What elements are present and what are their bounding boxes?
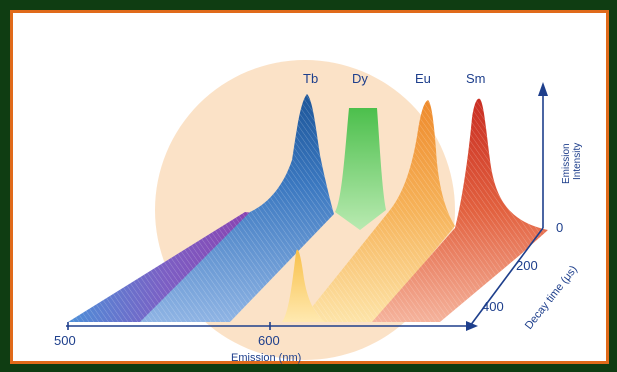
x-tick-label-600: 600: [258, 333, 280, 348]
purple-sheet-ridges: [68, 212, 262, 322]
dy-peak: [335, 108, 386, 230]
eu-front-spike: [282, 249, 325, 322]
y-tick-label-200: 200: [516, 258, 538, 273]
tb-peak-ridges: [140, 94, 334, 322]
x-axis-arrow: [466, 321, 478, 331]
y-axis-label: Decay time (μs): [523, 264, 580, 332]
axes: [66, 82, 548, 331]
element-label-dy: Dy: [352, 71, 368, 86]
y-tick-label-0: 0: [556, 220, 563, 235]
y-tick-label-400: 400: [482, 299, 504, 314]
element-label-sm: Sm: [466, 71, 486, 86]
x-tick-label-500: 500: [54, 333, 76, 348]
y-axis-line: [469, 227, 544, 327]
element-label-tb: Tb: [303, 71, 318, 86]
sm-peak-ridges: [372, 98, 548, 322]
x-axis-label: Emission (nm): [231, 352, 301, 364]
z-axis-label-line2: Intensity: [572, 143, 583, 180]
eu-peak-ridges: [300, 100, 455, 322]
element-label-eu: Eu: [415, 71, 431, 86]
z-axis-label-line1: Emission: [561, 143, 572, 184]
z-axis-arrow: [538, 82, 548, 96]
